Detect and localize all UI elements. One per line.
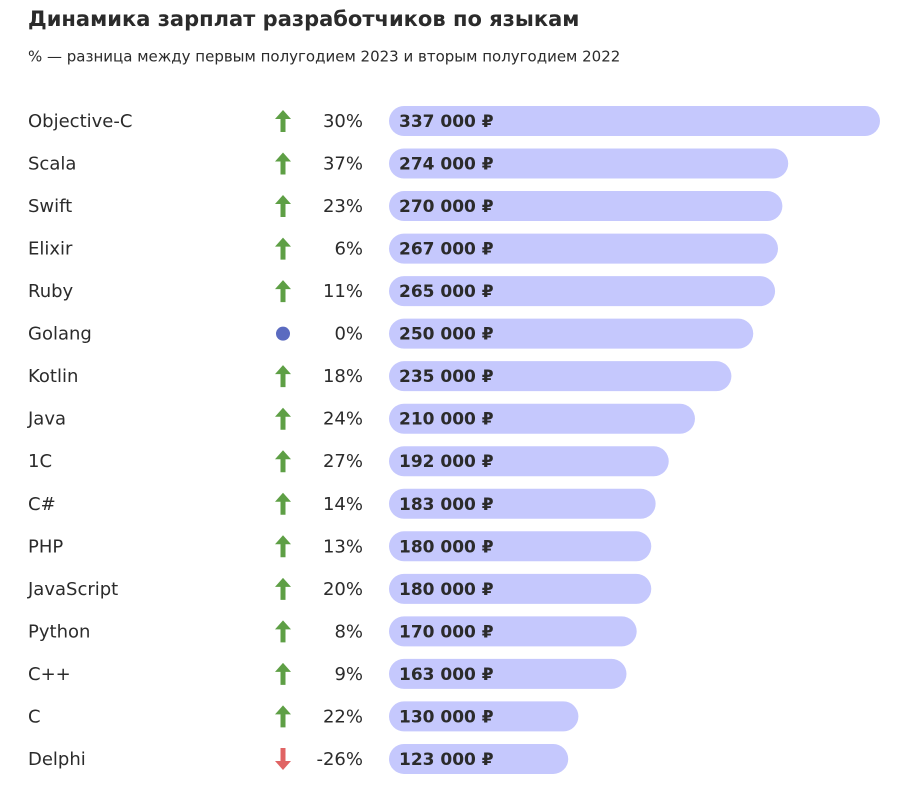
change-label: 9% bbox=[334, 664, 363, 685]
change-label: 23% bbox=[323, 196, 363, 217]
category-label: C# bbox=[28, 494, 56, 515]
up-arrow bbox=[275, 110, 291, 132]
value-label: 180 000 ₽ bbox=[399, 580, 494, 600]
bar bbox=[389, 616, 637, 647]
up-arrow bbox=[275, 450, 291, 473]
category-label: Delphi bbox=[28, 749, 86, 770]
value-label: 192 000 ₽ bbox=[399, 452, 494, 472]
up-arrow bbox=[275, 620, 291, 643]
category-label: C bbox=[28, 706, 41, 727]
value-label: 170 000 ₽ bbox=[399, 622, 494, 642]
change-label: 24% bbox=[323, 409, 363, 430]
value-label: 180 000 ₽ bbox=[399, 537, 494, 557]
change-label: -26% bbox=[316, 749, 363, 770]
category-label: Scala bbox=[28, 154, 76, 175]
bar bbox=[389, 191, 783, 222]
bar bbox=[389, 318, 754, 349]
bar bbox=[389, 658, 627, 689]
category-label: 1C bbox=[28, 451, 52, 472]
up-arrow bbox=[275, 535, 291, 558]
value-label: 274 000 ₽ bbox=[399, 155, 494, 175]
change-label: 0% bbox=[334, 324, 363, 345]
category-label: Kotlin bbox=[28, 366, 78, 387]
bar bbox=[389, 233, 779, 264]
chart-subtitle: % — разница между первым полугодием 2023… bbox=[28, 48, 620, 66]
change-label: 27% bbox=[323, 451, 363, 472]
change-label: 11% bbox=[323, 281, 363, 302]
up-arrow bbox=[275, 492, 291, 515]
bar bbox=[389, 488, 656, 519]
change-label: 30% bbox=[323, 111, 363, 132]
category-label: PHP bbox=[28, 536, 63, 557]
bar bbox=[389, 361, 732, 392]
category-label: Elixir bbox=[28, 239, 73, 260]
up-arrow bbox=[275, 705, 291, 728]
bar bbox=[389, 276, 776, 307]
up-arrow bbox=[275, 152, 291, 175]
category-label: Swift bbox=[28, 196, 72, 217]
change-label: 20% bbox=[323, 579, 363, 600]
bar bbox=[389, 106, 880, 136]
flat-dot bbox=[276, 326, 290, 341]
chart-title: Динамика зарплат разработчиков по языкам bbox=[28, 7, 579, 31]
category-label: Objective-C bbox=[28, 111, 132, 132]
value-label: 337 000 ₽ bbox=[399, 112, 494, 132]
change-label: 37% bbox=[323, 154, 363, 175]
bar bbox=[389, 403, 695, 434]
value-label: 210 000 ₽ bbox=[399, 410, 494, 430]
bar bbox=[389, 148, 789, 179]
up-arrow bbox=[275, 407, 291, 430]
change-label: 18% bbox=[323, 366, 363, 387]
change-label: 22% bbox=[323, 706, 363, 727]
change-label: 14% bbox=[323, 494, 363, 515]
change-label: 8% bbox=[334, 621, 363, 642]
change-label: 6% bbox=[334, 239, 363, 260]
value-label: 123 000 ₽ bbox=[399, 750, 494, 770]
category-label: Python bbox=[28, 621, 90, 642]
value-label: 235 000 ₽ bbox=[399, 367, 494, 387]
bar bbox=[389, 531, 652, 562]
bar bbox=[389, 573, 652, 604]
up-arrow bbox=[275, 280, 291, 303]
bar bbox=[389, 743, 569, 774]
up-arrow bbox=[275, 195, 291, 218]
up-arrow bbox=[275, 662, 291, 685]
bar bbox=[389, 701, 579, 732]
down-arrow bbox=[275, 747, 291, 770]
up-arrow bbox=[275, 365, 291, 388]
value-label: 130 000 ₽ bbox=[399, 707, 494, 727]
value-label: 163 000 ₽ bbox=[399, 665, 494, 685]
up-arrow bbox=[275, 237, 291, 260]
category-label: JavaScript bbox=[27, 579, 118, 600]
value-label: 265 000 ₽ bbox=[399, 282, 494, 302]
change-label: 13% bbox=[323, 536, 363, 557]
bar bbox=[389, 446, 669, 477]
category-label: C++ bbox=[28, 664, 71, 685]
value-label: 183 000 ₽ bbox=[399, 495, 494, 515]
category-label: Golang bbox=[28, 324, 92, 345]
category-label: Ruby bbox=[28, 281, 74, 302]
value-label: 267 000 ₽ bbox=[399, 240, 494, 260]
value-label: 250 000 ₽ bbox=[399, 325, 494, 345]
up-arrow bbox=[275, 577, 291, 600]
value-label: 270 000 ₽ bbox=[399, 197, 494, 217]
category-label: Java bbox=[27, 409, 66, 430]
